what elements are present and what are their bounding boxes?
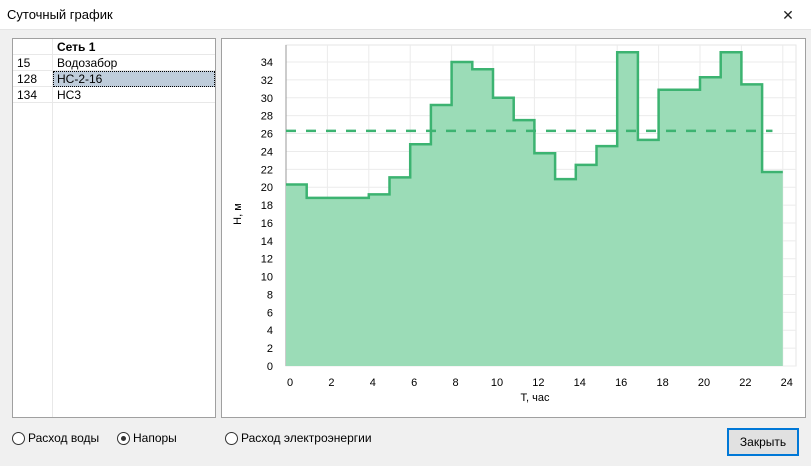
pressure-area: [286, 52, 783, 367]
selection-highlight: [53, 71, 215, 87]
y-tick-label: 22: [261, 164, 273, 176]
y-tick-label: 28: [261, 111, 273, 123]
close-icon[interactable]: ✕: [782, 7, 794, 23]
y-tick-label: 18: [261, 200, 273, 212]
y-tick-label: 6: [267, 307, 273, 319]
y-tick-label: 26: [261, 129, 273, 141]
table-row-selected[interactable]: 128 НС-2-16: [13, 71, 215, 87]
pressure-line: [286, 50, 783, 200]
x-tick-label: 20: [698, 377, 710, 389]
chart-panel: 0 2 4 6 8 10 12 14 16 18 20 22 24 0 2 4 6 8 10 12 14 16 18 20 22…: [221, 38, 806, 418]
y-tick-label: 14: [261, 236, 273, 248]
y-tick-label: 32: [261, 75, 273, 87]
x-tick-label: 2: [328, 377, 334, 389]
x-tick-label: 24: [781, 377, 793, 389]
radio-label: Расход электроэнергии: [241, 431, 372, 445]
y-tick-label: 12: [261, 254, 273, 266]
row-id: 134: [17, 88, 38, 102]
x-tick-label: 22: [739, 377, 751, 389]
table-row[interactable]: 15 Водозабор: [13, 55, 215, 71]
radio-label: Расход воды: [28, 431, 100, 445]
x-axis-label: T, час: [521, 392, 550, 404]
table-row[interactable]: 134 НС3: [13, 87, 215, 103]
y-tick-label: 8: [267, 289, 273, 301]
daily-chart: 0 2 4 6 8 10 12 14 16 18 20 22 240246810121416182022…: [232, 44, 797, 404]
y-tick-label: 2: [267, 343, 273, 355]
y-tick-label: 0: [267, 361, 273, 373]
nodes-table: Сеть 1 15 Водозабор 128 НС-2-16 134 НС3: [12, 38, 216, 418]
y-tick-label: 10: [261, 272, 273, 284]
y-tick-label: 4: [267, 325, 273, 337]
window-title: Суточный график: [7, 7, 113, 22]
radio-circle[interactable]: [225, 431, 238, 445]
x-tick-label: 16: [615, 377, 627, 389]
radio-water-flow[interactable]: Расход воды: [12, 431, 99, 445]
y-tick-label: 30: [261, 93, 273, 105]
y-tick-label: 20: [261, 182, 273, 194]
x-tick-label: 12: [532, 377, 544, 389]
title-bar: Суточный график ✕: [0, 0, 811, 30]
table-header: Сеть 1: [13, 39, 215, 55]
x-tick-label: 14: [574, 377, 586, 389]
x-tick-label: 0: [287, 377, 293, 389]
x-tick-label: 4: [370, 377, 376, 389]
radio-pressure[interactable]: Напоры: [117, 431, 177, 445]
radio-circle-checked[interactable]: [117, 431, 130, 445]
y-tick-label: 16: [261, 218, 273, 230]
radio-label: Напоры: [133, 431, 177, 445]
radio-circle[interactable]: [12, 431, 25, 445]
row-id: 128: [17, 72, 38, 86]
close-button[interactable]: Закрыть: [727, 428, 799, 456]
x-tick-label: 18: [656, 377, 668, 389]
x-tick-label: 8: [453, 377, 459, 389]
y-axis-label: H, м: [232, 203, 244, 225]
x-tick-label: 6: [411, 377, 417, 389]
column-divider: [52, 39, 53, 417]
row-id: 15: [17, 56, 31, 70]
header-network: Сеть 1: [57, 40, 96, 54]
x-tick-label: 10: [491, 377, 503, 389]
radio-energy[interactable]: Расход электроэнергии: [225, 431, 372, 445]
row-name: Водозабор: [57, 56, 118, 70]
row-name: НС3: [57, 88, 82, 102]
y-tick-label: 24: [261, 146, 273, 158]
row-name: НС-2-16: [57, 72, 103, 86]
y-tick-label: 34: [261, 57, 273, 69]
